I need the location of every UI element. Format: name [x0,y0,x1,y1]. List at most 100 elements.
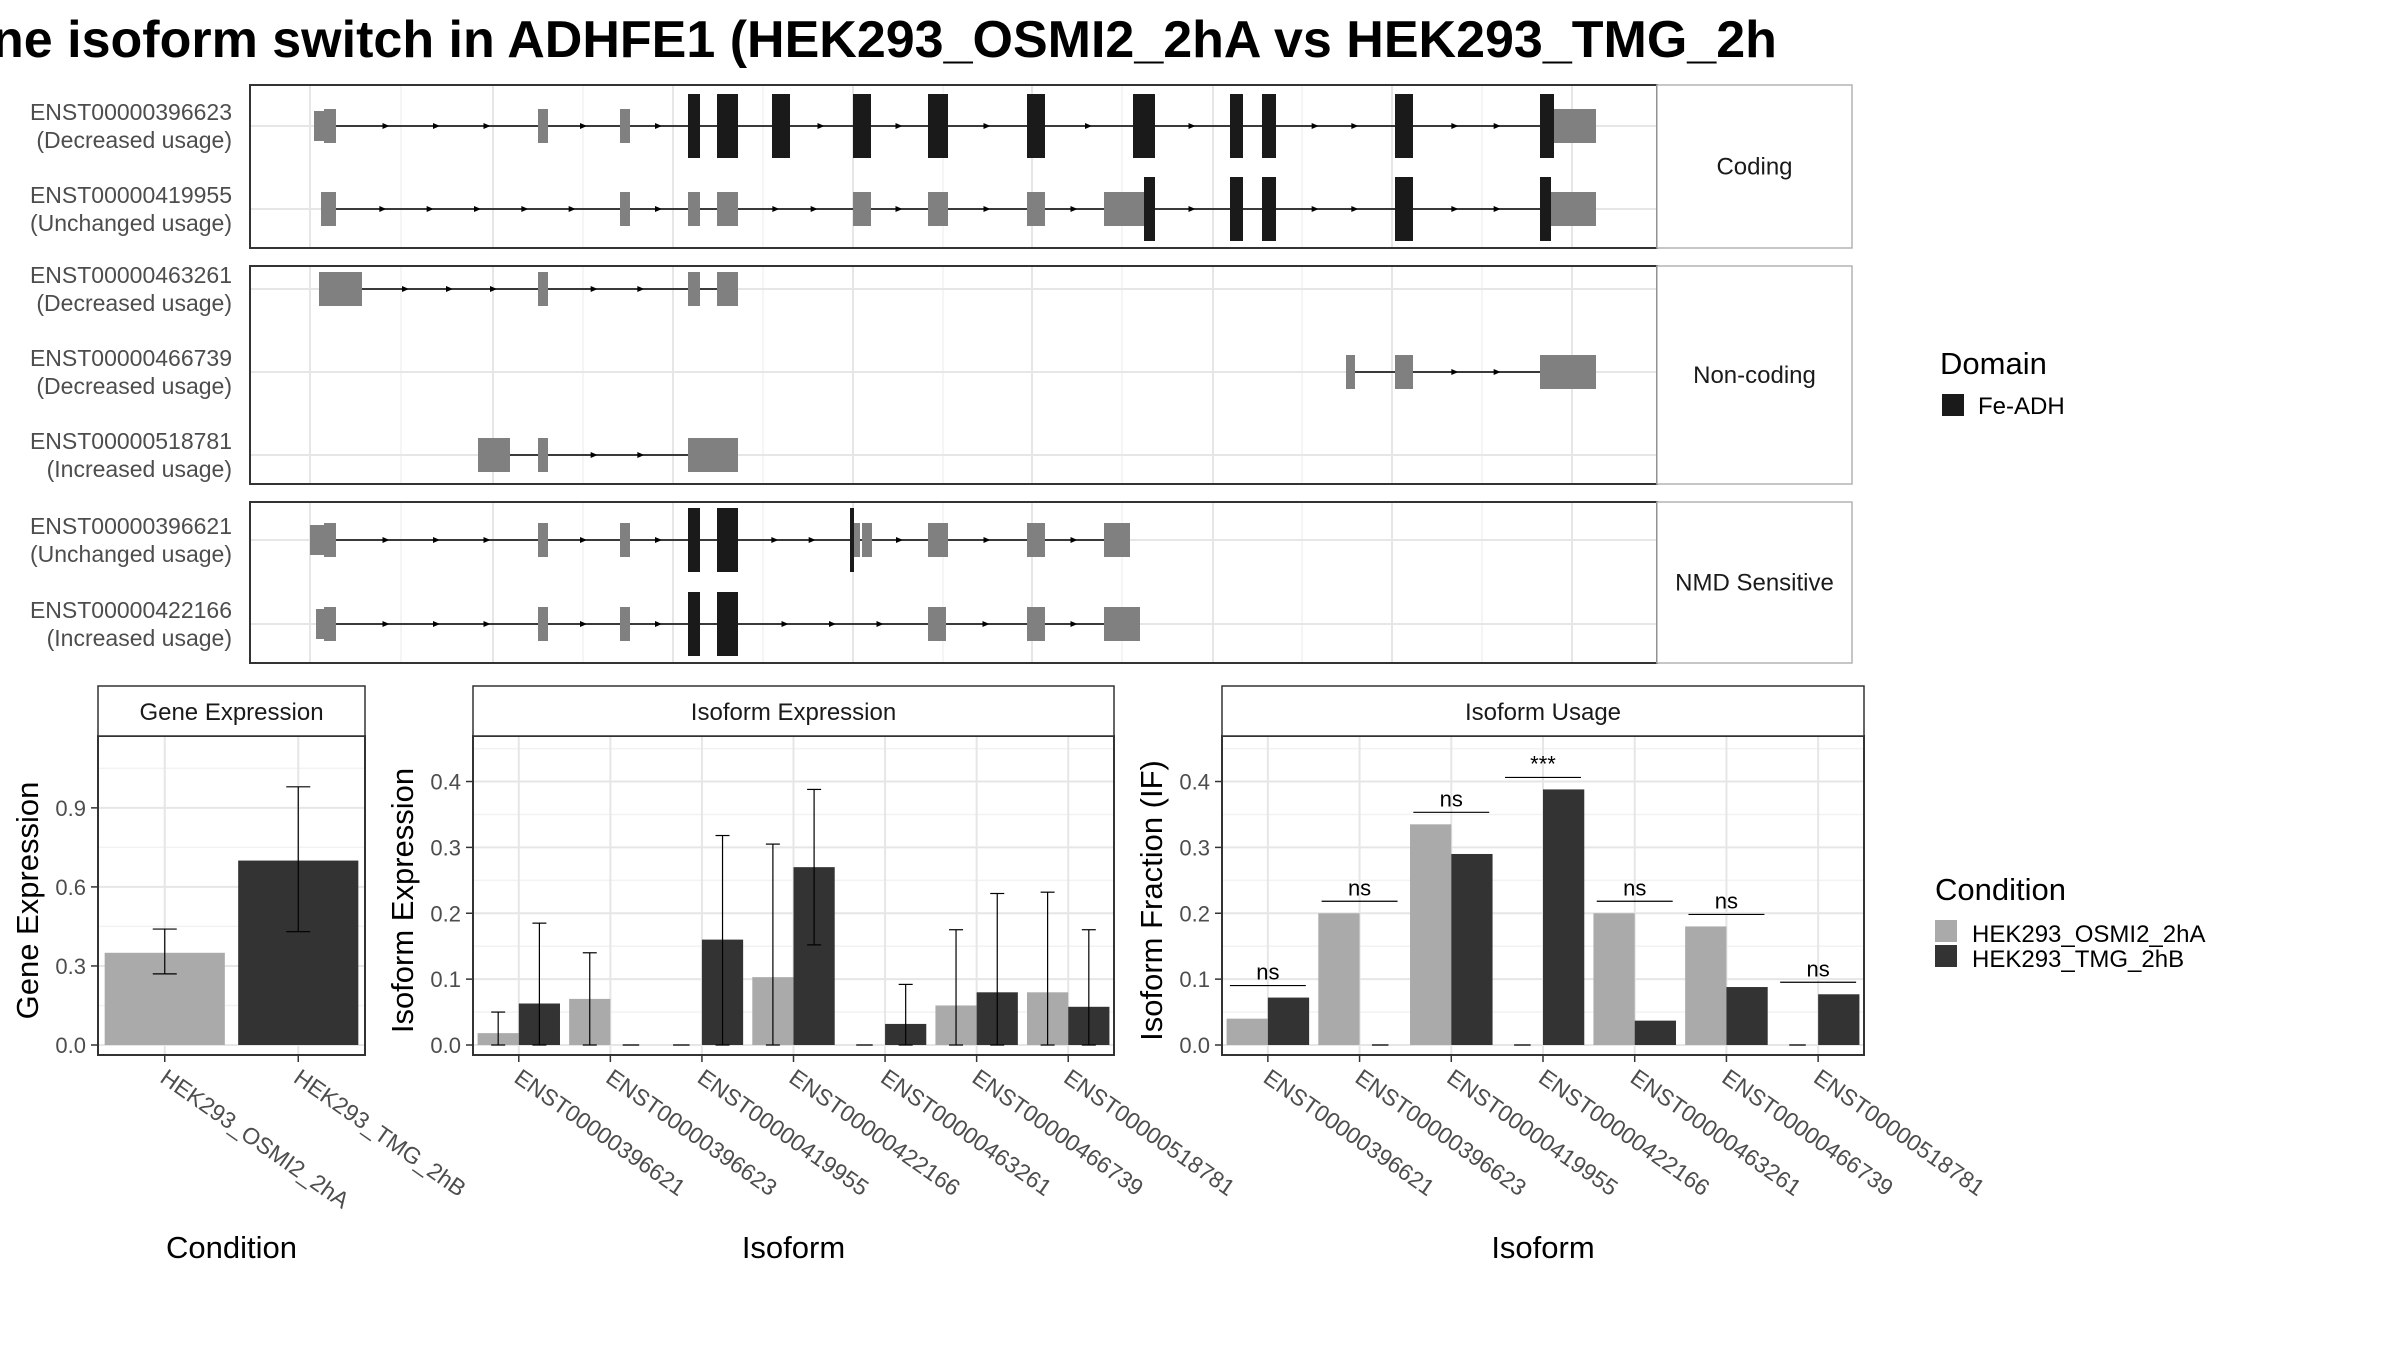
structure-panel-bg [250,266,1657,484]
intron-direction-arrow [1188,123,1196,129]
domain-exon [688,508,700,572]
transcript-row: ENST00000422166(Increased usage) [30,592,1140,656]
intron-direction-arrow [483,537,491,543]
x-tick-label: ENST00000419955 [1442,1064,1622,1201]
y-axis-label: Isoform Fraction (IF) [1134,760,1169,1041]
legends: Domain Fe-ADH Condition HEK293_OSMI2_2hAHEK… [1935,346,2205,973]
intron-direction-arrow [1451,206,1459,212]
bar [1226,1018,1268,1045]
exon [538,109,548,143]
y-tick-label: 0.2 [1179,901,1210,926]
intron-direction-arrow [1351,123,1359,129]
group-strip [1656,84,1853,249]
transcript-id-label: ENST00000466739 [30,345,232,371]
intron-direction-arrow [1493,369,1501,375]
domain-exon [853,94,871,158]
exon [324,607,336,641]
x-tick-label: ENST00000463261 [1626,1064,1806,1201]
intron-direction-arrow [655,621,662,627]
x-tick-label: ENST00000463261 [876,1064,1056,1201]
significance-label: *** [1530,751,1556,776]
domain-exon [1262,94,1276,158]
exon [1027,192,1045,226]
y-tick-label: 0.4 [1179,770,1210,795]
x-axis-label: Condition [166,1230,297,1265]
significance-label: ns [1440,786,1463,811]
transcript-id-label: ENST00000463261 [30,262,232,288]
intron-direction-arrow [382,621,390,627]
intron-direction-arrow [876,621,884,627]
transcript-id-label: ENST00000396621 [30,513,232,539]
exon [688,192,700,226]
transcript-usage-label: (Decreased usage) [36,373,232,399]
chart-title-strip [97,685,366,737]
intron-direction-arrow [1070,206,1078,212]
intron-direction-arrow [580,123,587,129]
intron-direction-arrow [1451,123,1459,129]
x-tick-label: ENST00000422166 [1534,1064,1714,1201]
intron-direction-arrow [983,206,991,212]
exon [862,523,872,557]
intron-direction-arrow [1311,123,1319,129]
exon [928,523,948,557]
y-tick-label: 0.4 [430,770,461,795]
bar [1593,913,1635,1045]
exon [538,607,548,641]
condition-legend-key [1935,945,1957,967]
intron-direction-arrow [1351,206,1359,212]
exon [1104,607,1140,641]
exon [1104,192,1144,226]
transcript-row: ENST00000466739(Decreased usage) [30,345,1596,399]
x-tick-label: ENST00000419955 [693,1064,873,1201]
exon [319,272,362,306]
intron-direction-arrow [1493,206,1501,212]
bar [1451,853,1493,1045]
chart-title: Gene Expression [139,699,323,726]
domain-exon [928,94,948,158]
intron-direction-arrow [637,286,645,292]
significance-label: ns [1807,956,1830,981]
chart-isoform-usage: 0.0 0.1 0.2 0.3 0.4 ns ns ns *** ns ns ns Isoform Us… [1134,685,1990,1265]
significance-label: ns [1348,875,1371,900]
y-axis-label: Isoform Expression [385,768,420,1033]
x-tick-label: ENST00000396623 [601,1064,781,1201]
exon [1554,109,1596,143]
transcript-usage-label: (Decreased usage) [36,127,232,153]
intron-direction-arrow [483,621,491,627]
x-tick-label: ENST00000518781 [1059,1064,1239,1201]
intron-direction-arrow [983,537,991,543]
intron-direction-arrow [521,206,529,212]
x-tick-label: ENST00000396621 [1259,1064,1439,1201]
exon [1346,355,1355,389]
transcript-usage-label: (Unchanged usage) [30,210,232,236]
intron-direction-arrow [1188,206,1196,212]
exon [1104,523,1130,557]
exon [688,272,700,306]
bar [1818,994,1860,1045]
domain-exon [717,592,738,656]
transcript-usage-label: (Decreased usage) [36,290,232,316]
intron-direction-arrow [1070,621,1078,627]
intron-direction-arrow [895,123,903,129]
intron-direction-arrow [771,537,779,543]
bar [1726,987,1768,1045]
intron-direction-arrow [1070,537,1078,543]
intron-direction-arrow [655,206,662,212]
domain-exon [717,94,738,158]
intron-direction-arrow [433,123,440,129]
exon [310,525,324,555]
transcript-usage-label: (Increased usage) [47,625,232,651]
exon [928,607,935,641]
domain-exon [1262,177,1276,241]
domain-exon [688,592,700,656]
intron-direction-arrow [637,452,645,458]
domain-exon [1395,94,1413,158]
significance-label: ns [1715,888,1738,913]
transcript-id-label: ENST00000419955 [30,182,232,208]
structure-panel-bg [250,85,1657,248]
